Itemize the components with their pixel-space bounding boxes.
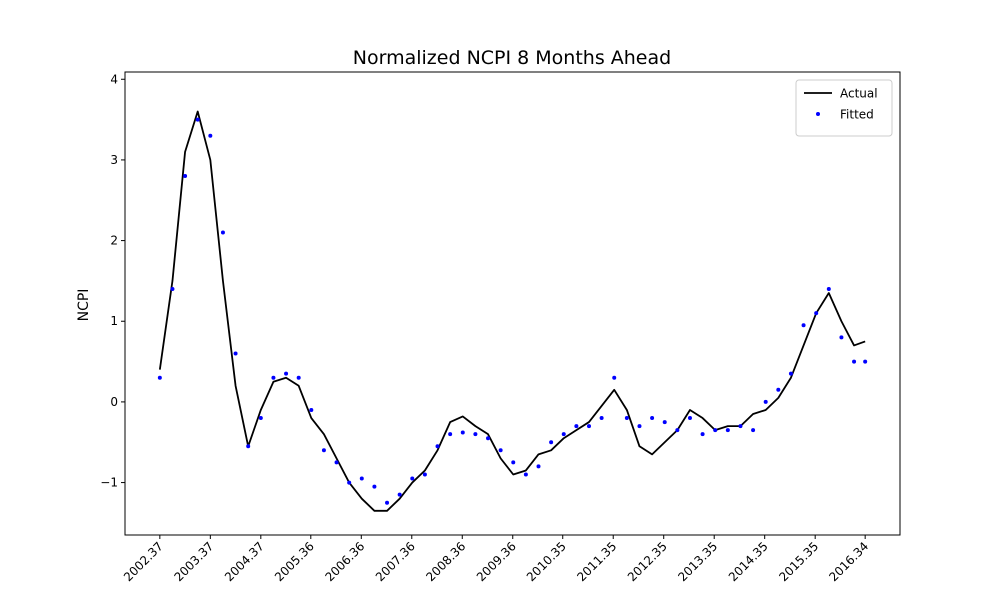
fitted-point	[309, 407, 314, 412]
fitted-point	[624, 416, 629, 421]
fitted-point	[863, 359, 868, 364]
fitted-point	[738, 424, 743, 429]
fitted-point	[814, 311, 819, 316]
legend-label: Fitted	[840, 108, 874, 122]
fitted-point	[359, 476, 364, 481]
fitted-point	[233, 351, 238, 356]
fitted-point	[586, 424, 591, 429]
fitted-point	[321, 448, 326, 453]
fitted-point	[561, 432, 566, 437]
fitted-point	[460, 430, 465, 435]
fitted-point	[170, 286, 175, 291]
fitted-point	[397, 492, 402, 497]
fitted-point	[448, 432, 453, 437]
fitted-point	[826, 286, 831, 291]
fitted-point	[284, 371, 289, 376]
fitted-point	[334, 460, 339, 465]
fitted-point	[637, 424, 642, 429]
fitted-point	[486, 436, 491, 441]
fitted-point	[549, 440, 554, 445]
fitted-point	[763, 399, 768, 404]
fitted-point	[662, 420, 667, 425]
y-tick-label: 2	[110, 234, 118, 248]
fitted-point	[511, 460, 516, 465]
fitted-point	[713, 428, 718, 433]
fitted-point	[271, 375, 276, 380]
fitted-point	[473, 432, 478, 437]
fitted-point	[385, 500, 390, 505]
fitted-point	[574, 424, 579, 429]
fitted-point	[788, 371, 793, 376]
fitted-point	[523, 472, 528, 477]
legend-marker	[816, 112, 820, 116]
fitted-point	[700, 432, 705, 437]
y-axis-label: NCPI	[76, 289, 92, 322]
fitted-point	[839, 335, 844, 340]
y-tick-label: 0	[110, 395, 118, 409]
y-tick-label: 3	[110, 153, 118, 167]
fitted-point	[157, 375, 162, 380]
legend-box	[795, 79, 893, 137]
fitted-point	[347, 480, 352, 485]
fitted-point	[536, 464, 541, 469]
fitted-point	[687, 416, 692, 421]
fitted-point	[422, 472, 427, 477]
fitted-point	[498, 448, 503, 453]
fitted-point	[220, 230, 225, 235]
fitted-point	[599, 416, 604, 421]
fitted-point	[650, 416, 655, 421]
legend-label: Actual	[840, 87, 878, 101]
fitted-point	[435, 444, 440, 449]
chart-title: Normalized NCPI 8 Months Ahead	[353, 47, 671, 69]
actual-line	[158, 110, 866, 512]
fitted-point	[208, 133, 213, 138]
fitted-point	[801, 323, 806, 328]
fitted-point	[183, 174, 188, 179]
fitted-point	[776, 387, 781, 392]
fitted-point	[258, 416, 263, 421]
fitted-point	[751, 428, 756, 433]
y-tick-label: 1	[110, 314, 118, 328]
fitted-point	[852, 359, 857, 364]
fitted-point	[195, 117, 200, 122]
y-tick-label: 4	[110, 72, 118, 86]
fitted-point	[372, 484, 377, 489]
fitted-point	[410, 476, 415, 481]
fitted-point	[725, 428, 730, 433]
fitted-point	[612, 375, 617, 380]
fitted-point	[246, 444, 251, 449]
plot-frame	[124, 71, 901, 536]
y-tick-label: −1	[100, 476, 118, 490]
fitted-point	[675, 428, 680, 433]
fitted-point	[296, 375, 301, 380]
